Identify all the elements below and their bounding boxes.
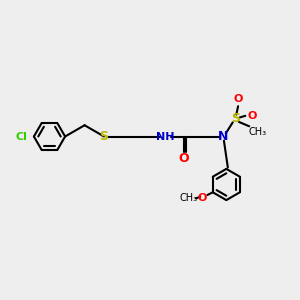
Text: CH₃: CH₃ [180,193,198,203]
Text: Cl: Cl [15,131,27,142]
Text: O: O [233,94,243,104]
Text: CH₃: CH₃ [248,127,267,137]
Text: O: O [247,111,256,121]
Text: N: N [218,130,229,143]
Text: S: S [231,112,240,125]
Text: NH: NH [156,131,174,142]
Text: O: O [178,152,189,165]
Text: S: S [100,130,109,143]
Text: O: O [198,193,207,203]
